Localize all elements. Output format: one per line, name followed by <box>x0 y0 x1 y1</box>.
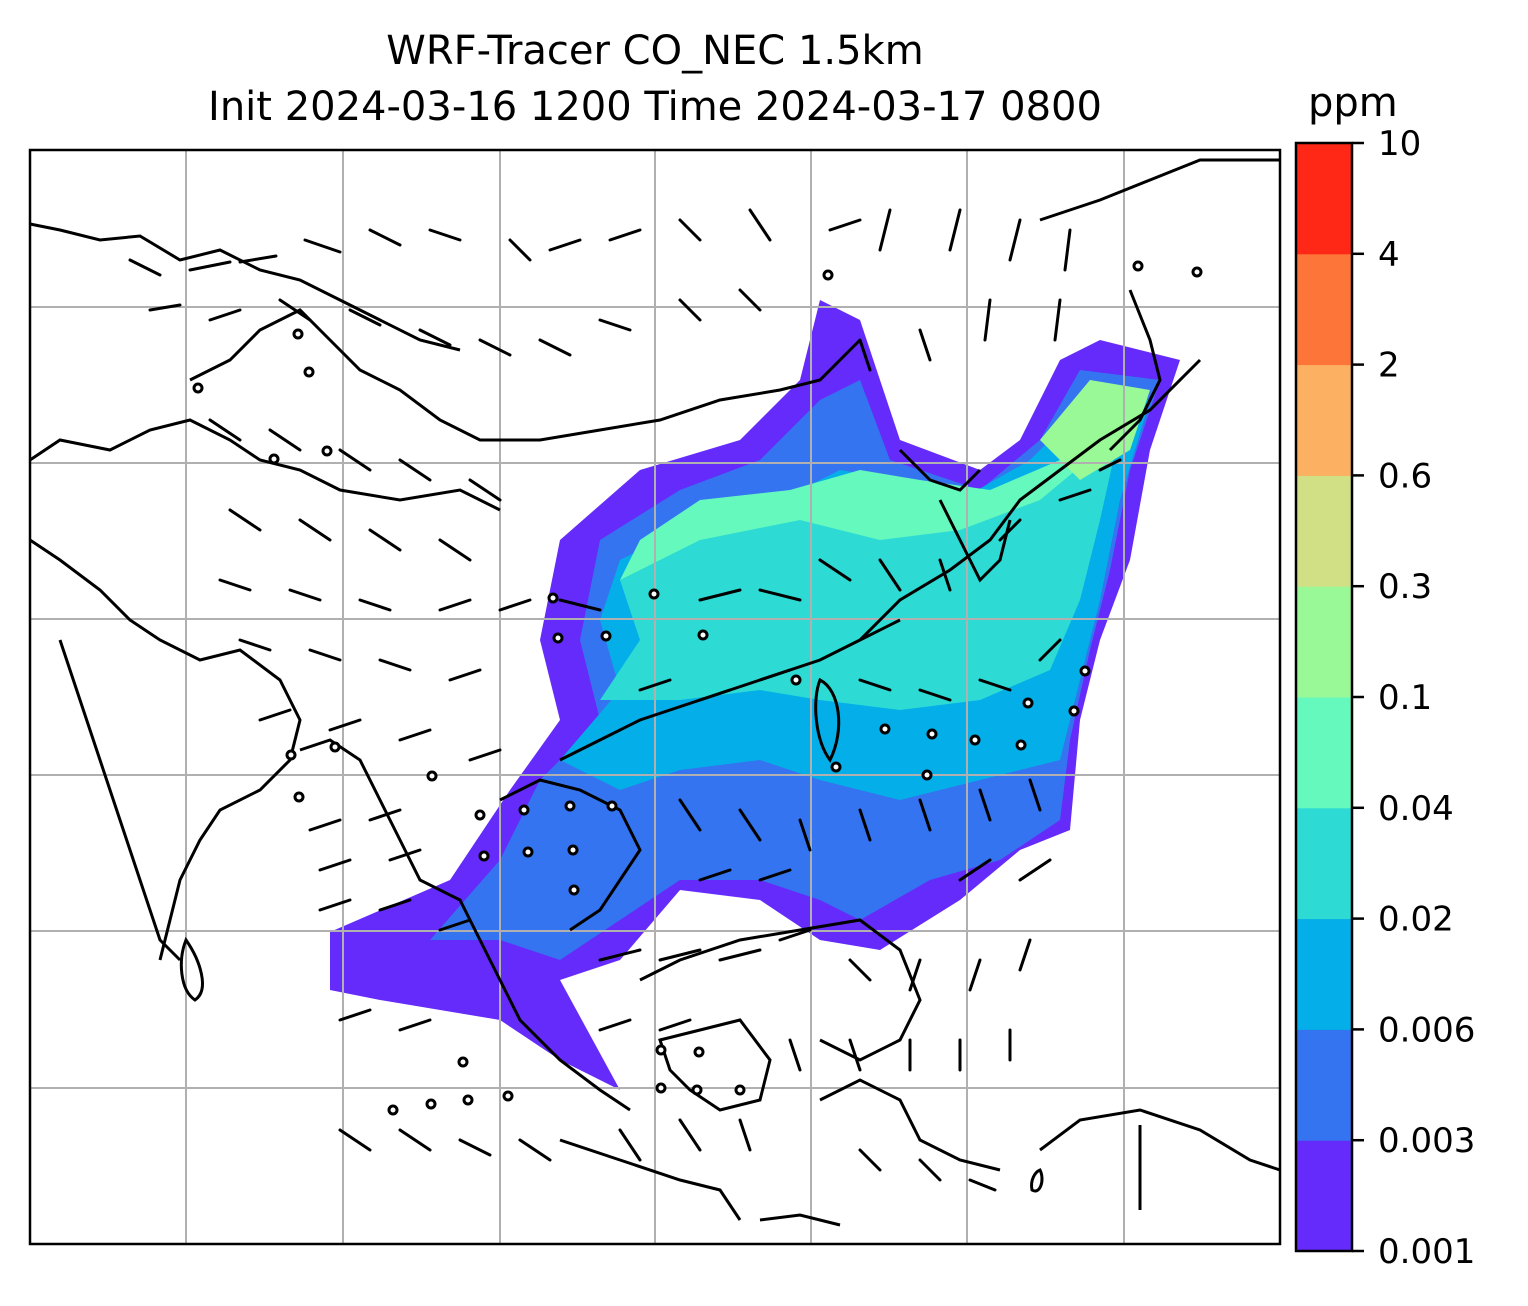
colorbar-tick-label: 0.04 <box>1378 789 1454 829</box>
lat-lon-gridlines <box>30 150 1280 1244</box>
colorbar-segment <box>1296 253 1352 366</box>
colorbar-segment <box>1296 143 1352 255</box>
map-panel <box>28 148 1282 1246</box>
colorbar-unit-label: ppm <box>1308 80 1398 126</box>
colorbar-segment <box>1296 364 1352 476</box>
colorbar-tick-label: 0.6 <box>1378 456 1432 496</box>
map-title-line1: WRF-Tracer CO_NEC 1.5km <box>386 28 924 74</box>
calm-wind-markers <box>192 260 1203 1116</box>
colorbar-segment <box>1296 1029 1352 1141</box>
colorbar-tick-label: 0.02 <box>1378 900 1454 940</box>
colorbar-tick-label: 0.006 <box>1378 1010 1475 1050</box>
colorbar-segment <box>1296 475 1352 587</box>
colorbar-segment <box>1296 586 1352 698</box>
colorbar-tick-label: 2 <box>1378 346 1400 386</box>
colorbar-tick-label: 0.1 <box>1378 678 1432 718</box>
map-title-line2: Init 2024-03-16 1200 Time 2024-03-17 080… <box>208 84 1102 130</box>
wind-barbs <box>128 208 1122 1192</box>
colorbar-tick-label: 0.003 <box>1378 1121 1475 1161</box>
colorbar-tick-label: 0.3 <box>1378 567 1432 607</box>
colorbar: 0.001 0.003 0.006 0.02 0.04 0.1 0.3 0.6 2 4 10 <box>1294 124 1475 1272</box>
colorbar-segment <box>1296 1140 1352 1252</box>
colorbar-tick-label: 4 <box>1378 235 1400 275</box>
colorbar-tick-label: 0.001 <box>1378 1232 1475 1272</box>
colorbar-segment <box>1296 918 1352 1030</box>
colorbar-segment <box>1296 697 1352 809</box>
colorbar-segment <box>1296 807 1352 920</box>
colorbar-tick-label: 10 <box>1378 124 1421 164</box>
